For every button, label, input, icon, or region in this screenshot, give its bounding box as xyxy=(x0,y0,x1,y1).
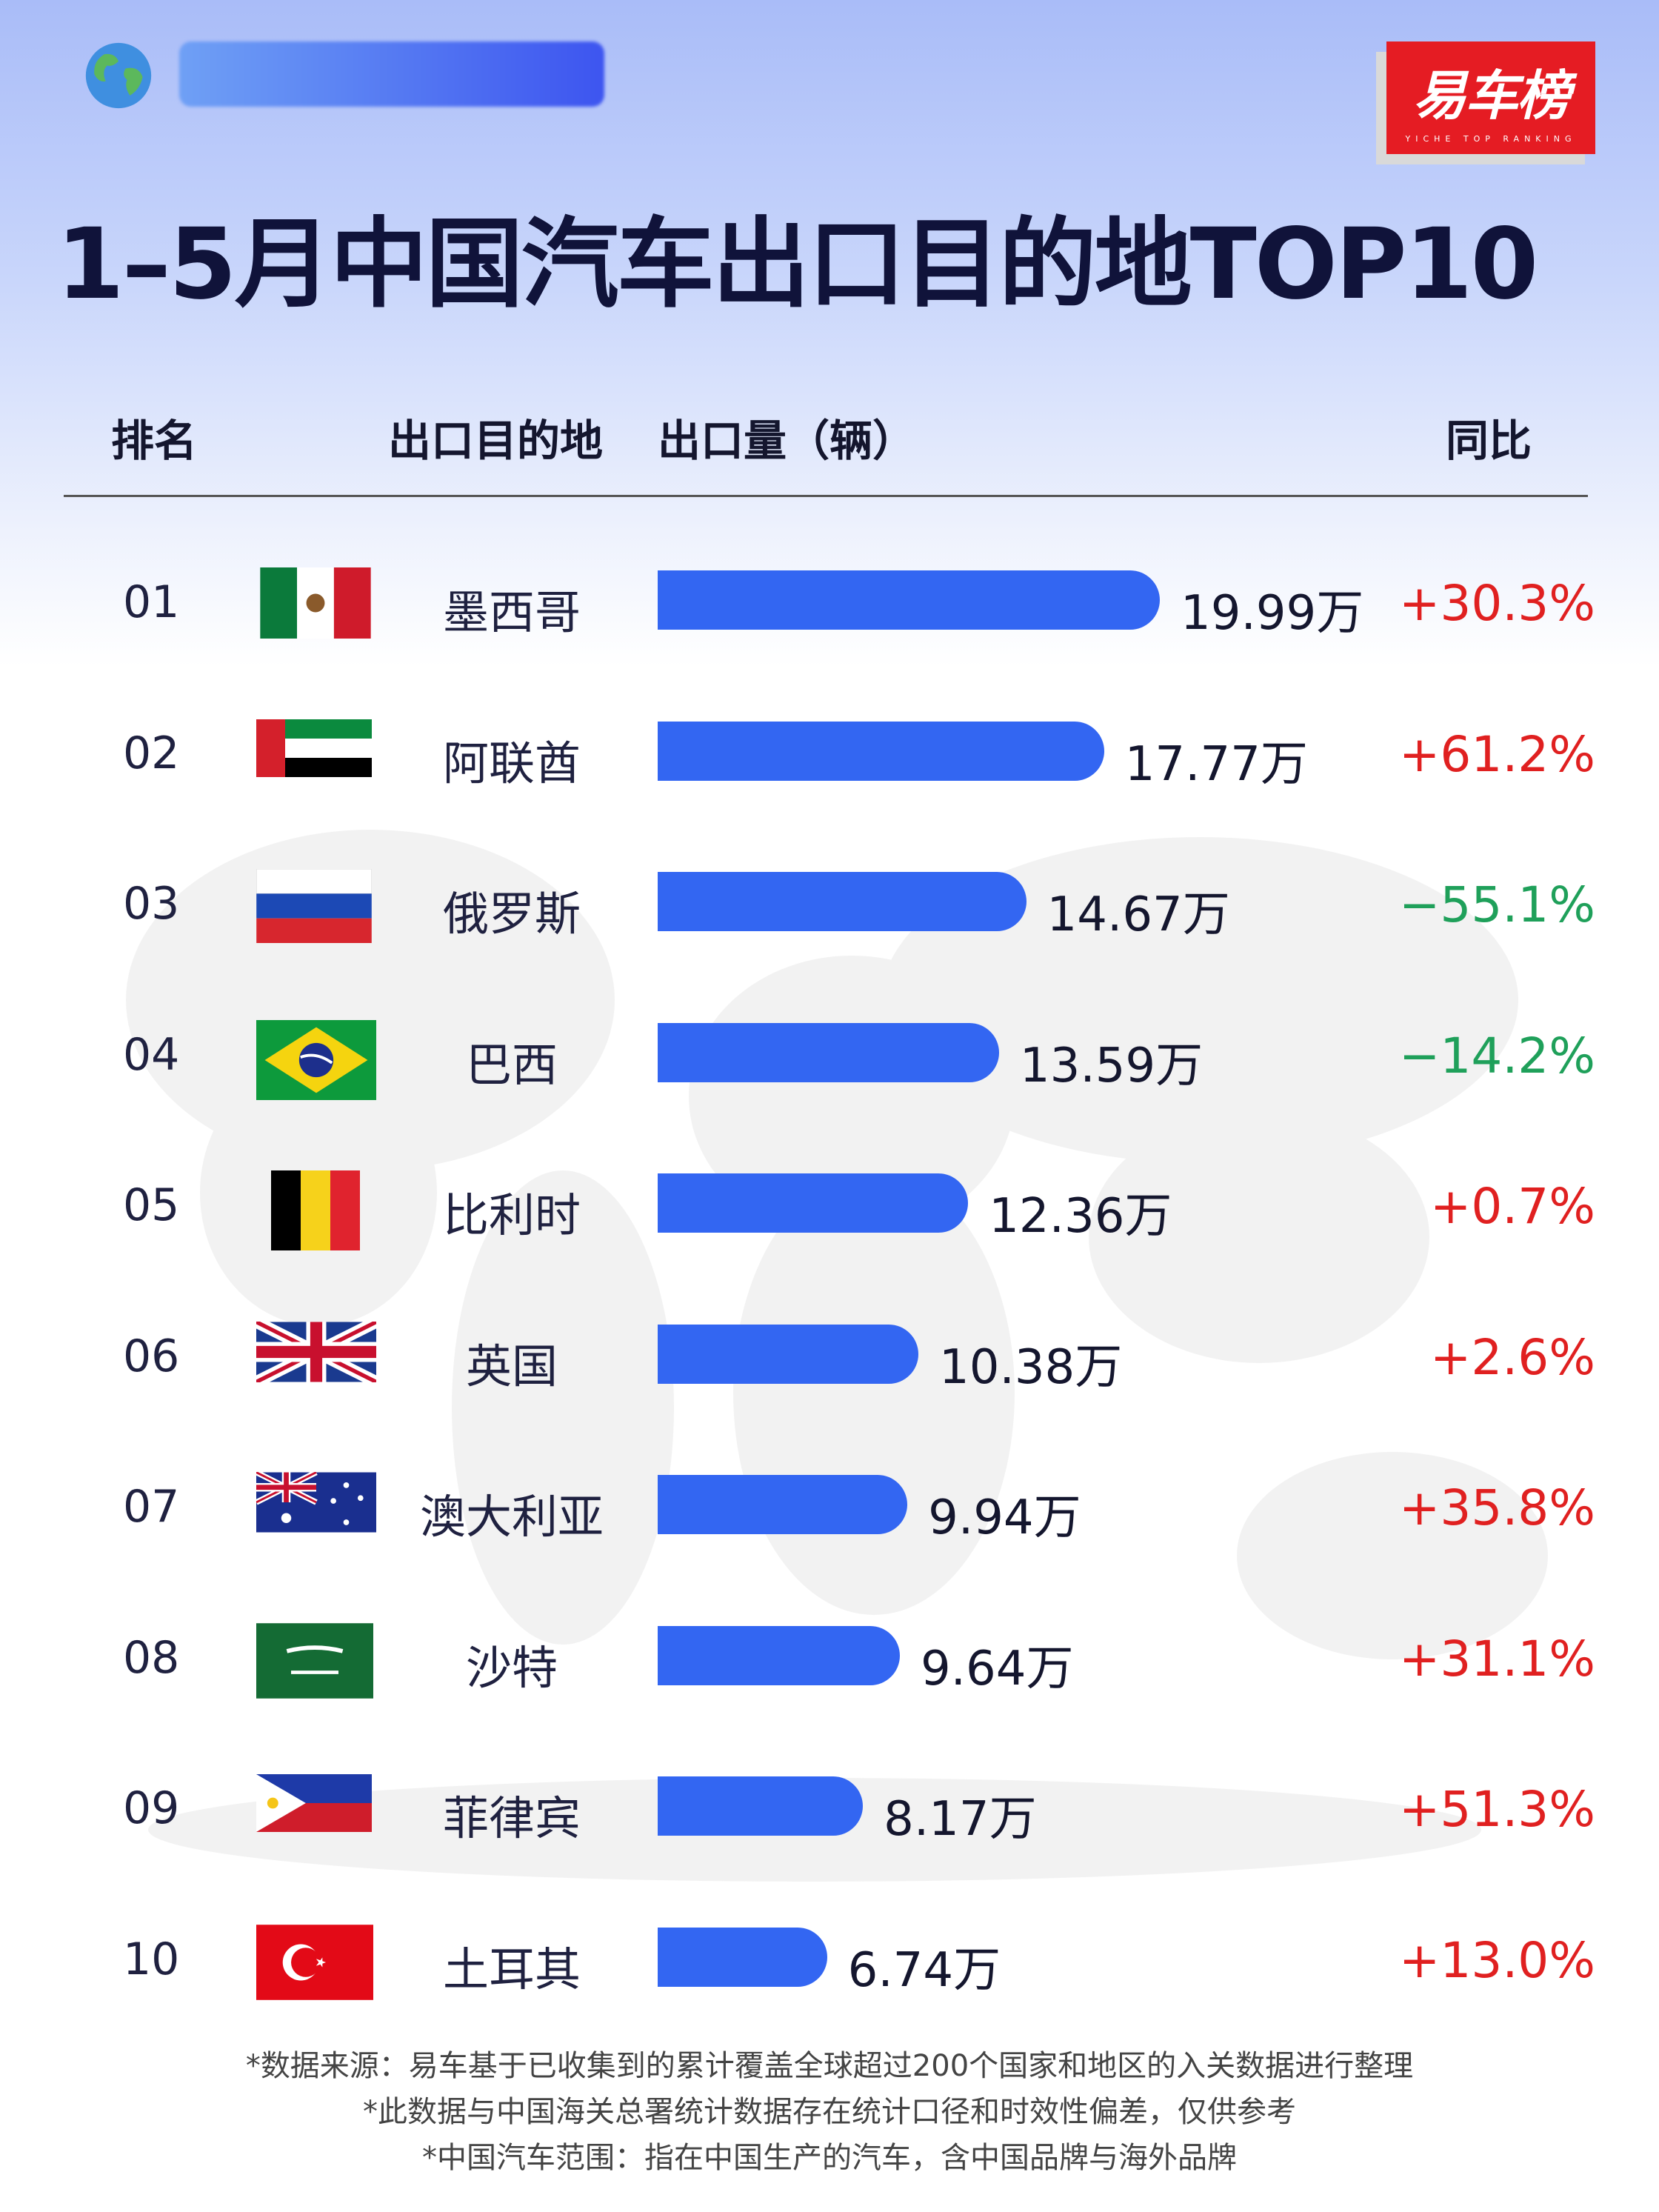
country-name: 俄罗斯 xyxy=(442,887,581,941)
volume-value-label: 12.36万 xyxy=(989,1189,1172,1244)
volume-bar xyxy=(658,570,1160,630)
volume-value-label: 8.17万 xyxy=(884,1792,1037,1847)
table-row: 01 墨西哥 19.99万 +30.3% xyxy=(0,557,1659,646)
rank-number: 07 xyxy=(123,1481,180,1533)
column-header-destination: 出口目的地 xyxy=(388,416,604,466)
volume-value-label: 9.94万 xyxy=(928,1490,1081,1545)
page-title: 1–5月中国汽车出口目的地TOP10 xyxy=(56,207,1538,322)
australia-flag-icon xyxy=(255,1470,376,1539)
yoy-change-label: −55.1% xyxy=(1399,876,1595,933)
uae-flag-icon xyxy=(256,719,372,785)
brand-logo-subtext: YICHE TOP RANKING xyxy=(1405,134,1577,144)
table-row: 10 土耳其 6.74万 +13.0% xyxy=(0,1914,1659,2003)
yoy-change-label: +0.7% xyxy=(1430,1178,1595,1235)
table-row: 04 巴西 13.59万 −14.2% xyxy=(0,1010,1659,1100)
country-name: 阿联酋 xyxy=(442,736,581,790)
volume-bar xyxy=(658,1475,908,1534)
yoy-change-label: +31.1% xyxy=(1399,1630,1595,1688)
brand-logo-text: 易车榜 xyxy=(1412,64,1570,127)
column-header-yoy: 同比 xyxy=(1446,416,1532,466)
footnote-scope: *中国汽车范围：指在中国生产的汽车，含中国品牌与海外品牌 xyxy=(422,2141,1237,2175)
yoy-change-label: −14.2% xyxy=(1399,1027,1595,1085)
mexico-flag-icon xyxy=(256,567,375,639)
country-name: 巴西 xyxy=(465,1037,558,1092)
volume-bar xyxy=(658,1776,864,1836)
volume-value-label: 6.74万 xyxy=(847,1942,1001,1998)
rank-number: 08 xyxy=(123,1631,180,1684)
rank-number: 10 xyxy=(123,1933,180,1985)
volume-bar xyxy=(658,721,1104,781)
volume-value-label: 13.59万 xyxy=(1019,1038,1204,1093)
volume-value-label: 10.38万 xyxy=(939,1339,1123,1395)
volume-bar xyxy=(658,1625,900,1685)
table-row: 06 英国 10.38万 +2.6% xyxy=(0,1311,1659,1400)
volume-bar xyxy=(658,1324,919,1384)
belgium-flag-icon xyxy=(271,1170,360,1250)
country-name: 比利时 xyxy=(442,1188,581,1242)
footnote-disclaimer: *此数据与中国海关总署统计数据存在统计口径和时效性偏差，仅供参考 xyxy=(363,2095,1296,2129)
uk-flag-icon xyxy=(253,1316,379,1388)
yoy-change-label: +35.8% xyxy=(1399,1479,1595,1536)
redacted-header-bar xyxy=(179,41,604,107)
column-header-volume: 出口量（辆） xyxy=(658,416,916,466)
rank-number: 05 xyxy=(123,1179,180,1231)
table-row: 05 比利时 12.36万 +0.7% xyxy=(0,1160,1659,1250)
country-name: 墨西哥 xyxy=(442,585,581,639)
volume-bar xyxy=(658,1927,827,1987)
header-divider xyxy=(64,495,1588,497)
yoy-change-label: +51.3% xyxy=(1399,1781,1595,1838)
table-row: 03 俄罗斯 14.67万 −55.1% xyxy=(0,859,1659,947)
brand-logo: 易车榜 YICHE TOP RANKING xyxy=(1386,41,1595,154)
volume-value-label: 14.67万 xyxy=(1047,887,1230,942)
yoy-change-label: +13.0% xyxy=(1399,1931,1595,1989)
rank-number: 09 xyxy=(123,1782,180,1834)
country-name: 沙特 xyxy=(465,1640,558,1695)
volume-value-label: 9.64万 xyxy=(920,1641,1074,1696)
footnote-source: *数据来源：易车基于已收集到的累计覆盖全球超过200个国家和地区的入关数据进行整… xyxy=(245,2049,1414,2083)
russia-flag-icon xyxy=(256,868,373,943)
country-name: 土耳其 xyxy=(442,1942,581,1996)
country-name: 英国 xyxy=(465,1339,558,1393)
country-name: 澳大利亚 xyxy=(419,1490,604,1544)
yoy-change-label: +61.2% xyxy=(1399,725,1595,783)
volume-value-label: 17.77万 xyxy=(1124,736,1308,792)
country-name: 菲律宾 xyxy=(442,1791,581,1845)
volume-bar xyxy=(658,1173,969,1233)
turkey-flag-icon xyxy=(256,1924,373,2000)
rank-number: 01 xyxy=(123,576,180,628)
table-row: 07 澳大利亚 9.94万 +35.8% xyxy=(0,1462,1659,1550)
yoy-change-label: +2.6% xyxy=(1430,1328,1595,1386)
volume-value-label: 19.99万 xyxy=(1181,586,1364,641)
saudi-flag-icon xyxy=(256,1622,373,1699)
rank-number: 03 xyxy=(123,878,180,930)
rank-number: 04 xyxy=(123,1028,180,1081)
rank-number: 06 xyxy=(123,1330,180,1382)
table-row: 09 菲律宾 8.17万 +51.3% xyxy=(0,1763,1659,1852)
rank-number: 02 xyxy=(123,727,180,779)
philippines-flag-icon xyxy=(256,1773,372,1840)
column-header-rank: 排名 xyxy=(111,416,198,466)
volume-bar xyxy=(658,872,1027,931)
volume-bar xyxy=(658,1022,999,1082)
brazil-flag-icon xyxy=(256,1019,376,1100)
table-row: 02 阿联酋 17.77万 +61.2% xyxy=(0,708,1659,797)
yoy-change-label: +30.3% xyxy=(1399,575,1595,632)
globe-icon xyxy=(85,42,152,109)
table-row: 08 沙特 9.64万 +31.1% xyxy=(0,1613,1659,1702)
